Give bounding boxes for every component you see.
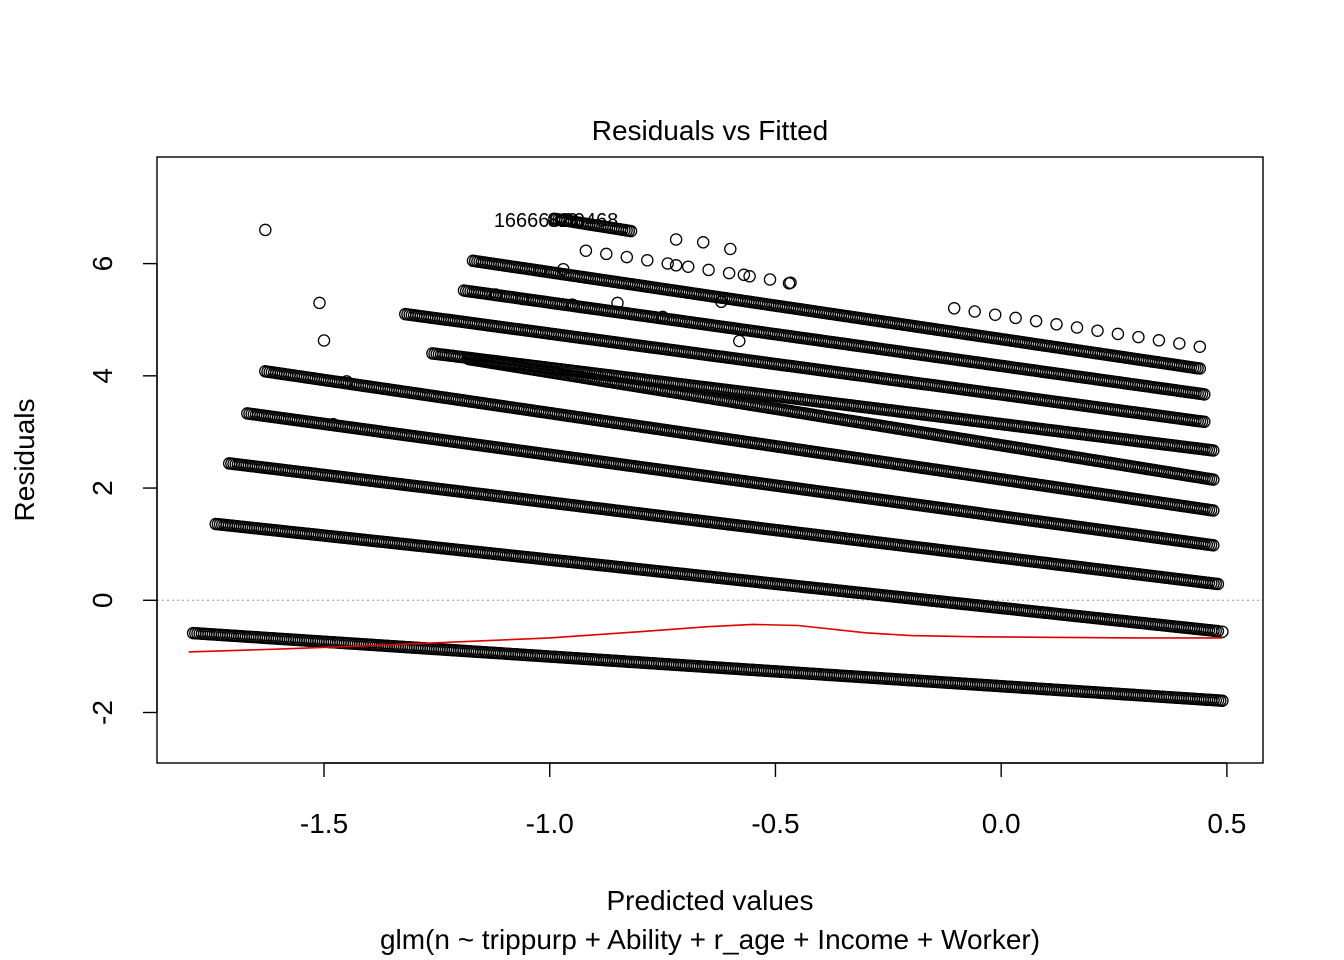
residual-band-8 xyxy=(399,307,1211,429)
outlier-point xyxy=(317,334,331,347)
residual-point xyxy=(1207,504,1220,517)
outlier-label: 3 xyxy=(567,210,578,232)
residual-point xyxy=(1211,577,1225,591)
x-tick-label: -0.5 xyxy=(751,808,799,839)
outlier-point xyxy=(489,288,502,301)
outlier-point xyxy=(737,268,751,282)
y-tick-label: 2 xyxy=(87,480,118,496)
residual-point xyxy=(1173,337,1186,350)
residual-point xyxy=(1029,314,1043,328)
residual-point xyxy=(968,305,981,318)
residual-point xyxy=(947,302,961,315)
outlier-point xyxy=(326,417,340,431)
residual-band-7 xyxy=(426,347,1220,457)
y-tick-label: -2 xyxy=(87,700,118,725)
residual-point xyxy=(1207,444,1220,457)
residual-point xyxy=(624,224,638,238)
residual-point xyxy=(1132,330,1145,344)
outlier-point xyxy=(669,259,683,272)
outlier-label: 82 xyxy=(548,210,570,232)
residual-band-5 xyxy=(259,365,1220,517)
residual-band-3 xyxy=(222,457,1225,591)
residual-point xyxy=(743,270,756,283)
residual-point xyxy=(988,308,1002,321)
residual-point xyxy=(1193,362,1207,375)
residual-point xyxy=(620,250,634,264)
residual-point xyxy=(579,244,593,257)
outlier-point xyxy=(566,298,579,311)
residual-point xyxy=(1207,539,1220,552)
residual-band-10 xyxy=(466,254,1207,375)
outlier-point xyxy=(340,375,353,388)
y-tick-label: 6 xyxy=(87,256,118,272)
residual-band-12 xyxy=(548,212,638,238)
x-tick-label: -1.5 xyxy=(300,808,348,839)
residual-point xyxy=(1198,415,1211,429)
residual-point xyxy=(1152,334,1166,347)
x-tick-label: -1.0 xyxy=(526,808,574,839)
outlier-point xyxy=(534,264,547,278)
plot-frame xyxy=(156,156,1264,764)
residual-point xyxy=(763,273,777,286)
outlier-point xyxy=(557,262,570,276)
outlier-point xyxy=(656,310,669,324)
outlier-point xyxy=(782,277,796,290)
x-tick-label: 0.5 xyxy=(1207,808,1246,839)
outlier-point xyxy=(715,295,728,309)
residual-point xyxy=(661,257,674,270)
residual-band-11 xyxy=(579,244,1207,353)
outlier-point xyxy=(313,296,326,310)
chart-title: Residuals vs Fitted xyxy=(592,115,829,146)
residual-point xyxy=(1216,694,1229,707)
residual-point xyxy=(1207,473,1220,486)
residual-point xyxy=(600,247,613,261)
residual-point xyxy=(1198,388,1211,401)
outlier-point xyxy=(516,292,529,306)
outlier-point xyxy=(733,334,746,348)
residual-point xyxy=(1193,340,1207,353)
residual-point xyxy=(1050,318,1063,331)
residual-point xyxy=(1091,324,1104,337)
y-tick-label: 4 xyxy=(87,368,118,384)
residual-point xyxy=(702,263,715,277)
residual-point xyxy=(1111,327,1125,341)
outlier-point xyxy=(696,236,710,249)
residual-band-1 xyxy=(186,626,1229,707)
residual-band-4 xyxy=(241,407,1220,552)
residual-point xyxy=(681,260,695,273)
outlier-points xyxy=(259,223,1229,638)
outlier-point xyxy=(259,223,272,237)
residual-point xyxy=(722,266,736,280)
smooth-line xyxy=(188,623,1223,653)
outlier-label: 166663 xyxy=(494,210,561,232)
residual-band-9 xyxy=(457,284,1211,401)
x-axis-label: Predicted values xyxy=(606,885,813,916)
residual-point xyxy=(1211,624,1225,638)
model-formula-subtitle: glm(n ~ trippurp + Ability + r_age + Inc… xyxy=(380,924,1040,955)
residual-point xyxy=(1070,321,1084,334)
y-tick-label: 0 xyxy=(87,593,118,609)
residual-point xyxy=(641,254,654,267)
outlier-point xyxy=(669,233,683,246)
outlier-label: 80468 xyxy=(563,210,619,232)
x-tick-label: 0.0 xyxy=(982,808,1021,839)
y-axis-label: Residuals xyxy=(9,399,40,522)
residual-band-2 xyxy=(209,517,1225,638)
residual-point xyxy=(1009,311,1022,325)
outlier-point xyxy=(724,242,737,256)
outlier-point xyxy=(611,296,624,310)
